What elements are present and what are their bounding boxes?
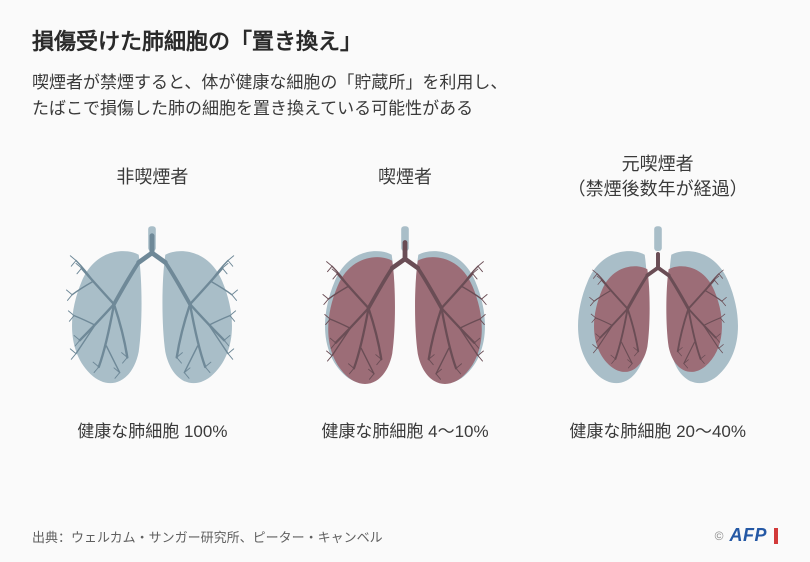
panel-stat: 健康な肺細胞 20〜40%: [569, 417, 746, 442]
title: 損傷受けた肺細胞の「置き換え」: [32, 24, 778, 56]
panel-label: 喫煙者: [378, 151, 432, 203]
afp-bar-icon: [774, 528, 778, 544]
lung-illustration: [300, 213, 510, 403]
panel-non-smoker: 非喫煙者 健康な肺細胞 100%: [32, 151, 273, 442]
panel-label: 元喫煙者 （禁煙後数年が経過）: [568, 151, 748, 203]
subtitle: 喫煙者が禁煙すると、体が健康な細胞の「貯蔵所」を利用し、 たばこで損傷した肺の細…: [32, 70, 778, 123]
panel-stat: 健康な肺細胞 100%: [77, 417, 227, 442]
afp-logo: © AFP: [715, 525, 778, 546]
lung-illustration: [553, 213, 763, 403]
infographic-container: 損傷受けた肺細胞の「置き換え」 喫煙者が禁煙すると、体が健康な細胞の「貯蔵所」を…: [0, 0, 810, 562]
panel-stat: 健康な肺細胞 4〜10%: [321, 417, 488, 442]
lung-illustration: [47, 213, 257, 403]
footer: 出典：ウェルカム・サンガー研究所、ピーター・キャンベル © AFP: [32, 525, 778, 546]
afp-text: AFP: [730, 525, 768, 546]
panel-row: 非喫煙者 健康な肺細胞 100% 喫煙者 健康な肺細胞 4〜10% 元喫煙者 （…: [32, 151, 778, 507]
source-credit: 出典：ウェルカム・サンガー研究所、ピーター・キャンベル: [32, 527, 383, 546]
panel-smoker: 喫煙者 健康な肺細胞 4〜10%: [285, 151, 526, 442]
panel-label: 非喫煙者: [116, 151, 188, 203]
copyright-symbol: ©: [715, 529, 724, 543]
panel-ex-smoker: 元喫煙者 （禁煙後数年が経過） 健康な肺細胞 20〜40%: [537, 151, 778, 442]
